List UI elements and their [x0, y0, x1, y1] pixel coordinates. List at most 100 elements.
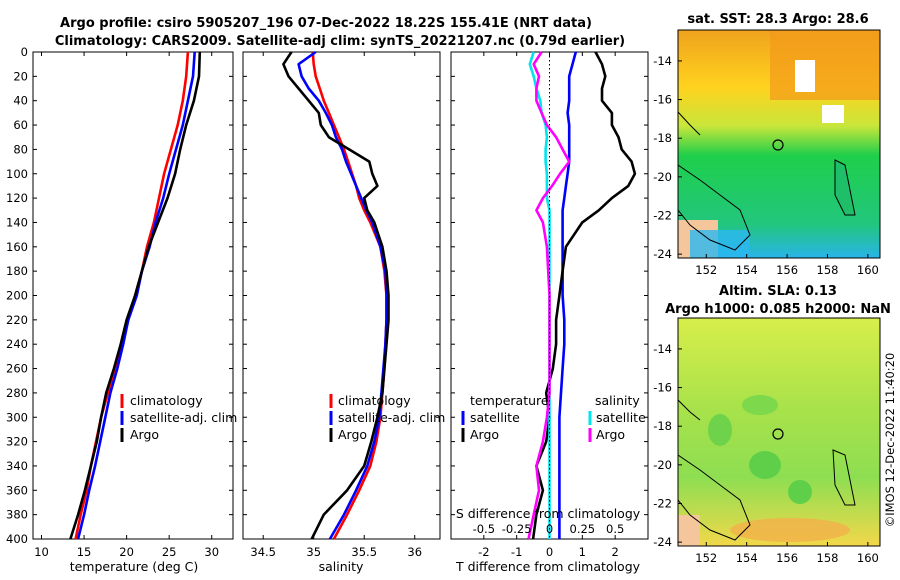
sla-map — [678, 318, 880, 546]
salinity-legend: climatology satellite-adj. clim Argo — [329, 393, 445, 442]
map-y-tick-label: -14 — [653, 342, 672, 356]
map-y-tick-label: -20 — [653, 458, 672, 472]
map-y-tick-label: -24 — [653, 535, 672, 549]
series-line-argo — [282, 51, 390, 540]
x-tick-label: 15 — [77, 545, 92, 559]
map-x-tick-label: 152 — [695, 263, 717, 277]
series-line-climatology — [311, 51, 388, 540]
salinity-panel-frame — [242, 51, 441, 540]
depth-tick-label: 260 — [6, 362, 28, 376]
sla-low-patch — [749, 451, 781, 479]
depth-tick-label: 400 — [6, 532, 28, 546]
coastline — [678, 399, 701, 421]
x-tick-label: 1 — [579, 545, 586, 559]
figure-title-line2: Climatology: CARS2009. Satellite-adj cli… — [55, 34, 625, 49]
map-y-tick-label: -16 — [653, 93, 672, 107]
s-difference-tick-label: 0.5 — [606, 522, 624, 536]
legend-label-s-argo: Argo — [596, 427, 625, 442]
depth-tick-label: 20 — [13, 69, 28, 83]
imos-watermark: ©IMOS 12-Dec-2022 11:40:20 — [883, 353, 897, 528]
t-difference-axis-label: T difference from climatology — [455, 559, 641, 574]
sst-missing-data — [795, 60, 815, 92]
depth-tick-label: 120 — [6, 191, 28, 205]
depth-tick-label: 140 — [6, 215, 28, 229]
s-difference-axis-label: S difference from climatology — [456, 506, 641, 521]
sla-map-axes: 152 154 156 158 160 -14 -16 -18 -20 -22 -24 — [653, 342, 879, 565]
depth-tick-label: 100 — [6, 167, 28, 181]
map-y-tick-label: -24 — [653, 247, 672, 261]
map-y-tick-label: -18 — [653, 131, 672, 145]
map-x-tick-label: 158 — [817, 551, 839, 565]
series-line-t-argo — [531, 51, 637, 540]
x-tick-label: 10 — [34, 545, 49, 559]
depth-tick-label: 60 — [13, 118, 28, 132]
difference-legend: temperature satellite Argo salinity sate… — [461, 393, 646, 442]
series-line-s-argo — [527, 51, 571, 540]
coastline — [678, 111, 701, 136]
figure-title-line1: Argo profile: csiro 5905207_196 07-Dec-2… — [60, 16, 592, 31]
map-x-tick-label: 156 — [776, 551, 798, 565]
depth-tick-label: 160 — [6, 240, 28, 254]
reef-outline — [832, 449, 856, 506]
coastline — [678, 164, 751, 251]
legend-title-temperature: temperature — [470, 393, 549, 408]
depth-tick-label: 360 — [6, 483, 28, 497]
x-tick-label: 35 — [306, 545, 321, 559]
sla-map-title-line1: Altim. SLA: 0.13 — [719, 284, 837, 299]
x-tick-label: 34.5 — [250, 545, 276, 559]
reef-outline — [834, 159, 856, 216]
legend-label-satellite: satellite-adj. clim — [338, 410, 445, 425]
depth-axis: 0 20 40 60 80 100 120 140 160 180 200 220 240 260 280 3… — [6, 45, 648, 546]
s-difference-tick-label: -0.25 — [502, 522, 532, 536]
depth-tick-label: 240 — [6, 337, 28, 351]
depth-tick-label: 280 — [6, 386, 28, 400]
map-y-tick-label: -22 — [653, 496, 672, 510]
coastline — [678, 454, 751, 541]
temperature-legend: climatology satellite-adj. clim Argo — [120, 393, 237, 442]
temperature-axis-label: temperature (deg C) — [70, 559, 199, 574]
legend-label-t-argo: Argo — [470, 427, 499, 442]
depth-tick-label: 380 — [6, 508, 28, 522]
sla-land — [678, 515, 700, 546]
sla-map-title-line2: Argo h1000: 0.085 h2000: NaN — [665, 302, 891, 317]
x-tick-label: 36 — [407, 545, 422, 559]
legend-title-salinity: salinity — [595, 393, 640, 408]
sla-low-patch — [742, 395, 778, 415]
series-line-t-satellite — [558, 51, 578, 539]
x-tick-label: 30 — [204, 545, 219, 559]
x-tick-label: 25 — [162, 545, 177, 559]
legend-label-climatology: climatology — [130, 393, 203, 408]
map-x-tick-label: 152 — [695, 551, 717, 565]
series-line-satellite-adj-clim — [297, 50, 388, 540]
salinity-axis-label: salinity — [319, 559, 364, 574]
s-difference-tick-label: 0.25 — [570, 522, 596, 536]
series-line-climatology — [74, 51, 190, 540]
map-y-tick-label: -20 — [653, 170, 672, 184]
legend-label-satellite: satellite-adj. clim — [130, 410, 237, 425]
sla-map-frame — [677, 317, 881, 547]
depth-tick-label: 220 — [6, 313, 28, 327]
legend-label-s-satellite: satellite — [596, 410, 646, 425]
depth-tick-label: 320 — [6, 435, 28, 449]
sla-high-patch — [730, 518, 850, 542]
legend-label-climatology: climatology — [338, 393, 411, 408]
map-x-tick-label: 154 — [736, 551, 758, 565]
temperature-plot: 10 15 20 25 30 — [34, 51, 219, 559]
temperature-panel-frame — [32, 51, 234, 540]
map-x-tick-label: 158 — [817, 263, 839, 277]
depth-tick-label: 340 — [6, 459, 28, 473]
series-line-satellite-adj-clim — [76, 51, 196, 540]
sla-low-patch — [788, 480, 812, 504]
x-tick-label: 20 — [119, 545, 134, 559]
map-x-tick-label: 156 — [776, 263, 798, 277]
sst-map-frame — [677, 29, 881, 259]
map-y-tick-label: -18 — [653, 419, 672, 433]
map-x-tick-label: 154 — [736, 263, 758, 277]
sst-missing-data — [822, 105, 844, 123]
map-y-tick-label: -16 — [653, 381, 672, 395]
x-tick-label: 2 — [612, 545, 619, 559]
series-line-argo — [69, 51, 202, 540]
x-tick-label: 35.5 — [351, 545, 377, 559]
